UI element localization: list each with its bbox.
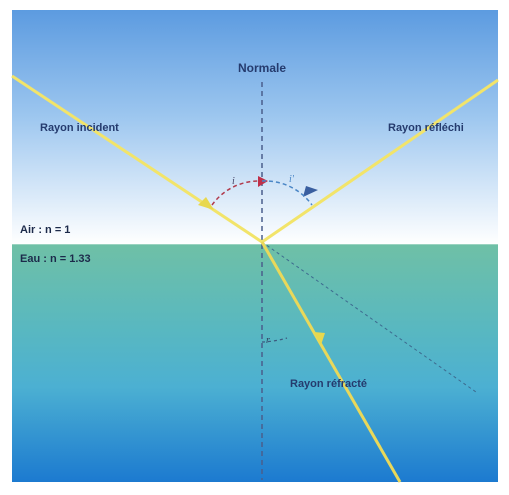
water-region [12,244,498,482]
angle-incidence-arc [211,180,263,206]
angle-refraction-arc [261,337,288,343]
incident-extension-line [261,241,477,393]
angle-incidence-label: i [232,176,235,187]
normal-label: Normale [238,61,286,75]
refracted-ray-label: Rayon réfracté [290,378,367,390]
reflected-arrow [303,186,318,197]
incident-arrow [198,197,214,210]
incident-ray [11,74,263,244]
reflected-ray-label: Rayon réfléchi [388,122,464,134]
reflected-ray [261,78,499,244]
incident-ray-label: Rayon incident [40,122,119,134]
water-medium-label: Eau : n = 1.33 [20,253,91,265]
angle-refraction-label: r [266,335,270,346]
angle-reflection-arc [261,180,313,206]
angle-reflection-label: i' [289,174,295,185]
air-medium-label: Air : n = 1 [20,224,70,236]
refracted-ray [260,241,402,483]
air-region [12,10,498,244]
refracted-arrow [314,332,325,345]
